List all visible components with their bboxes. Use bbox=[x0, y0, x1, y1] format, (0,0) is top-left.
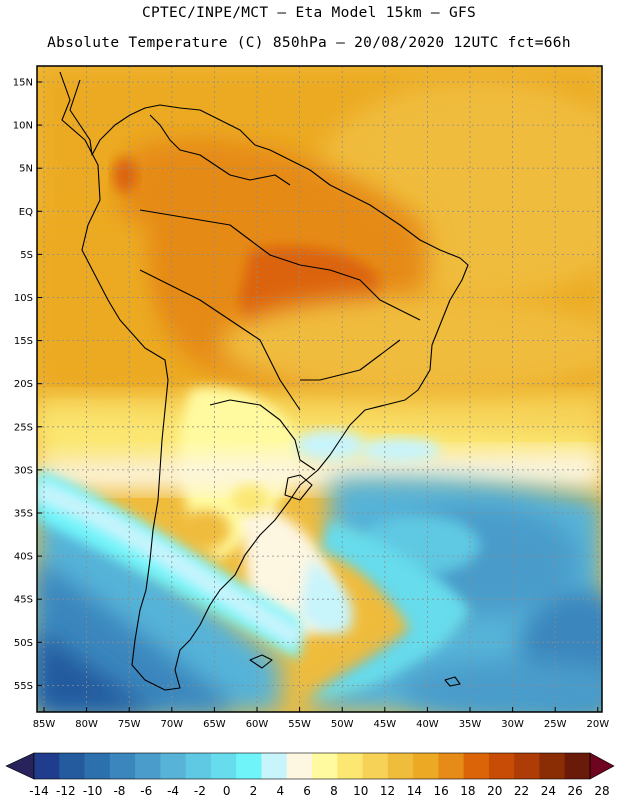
colorbar-tick-label: 16 bbox=[434, 784, 449, 798]
colorbar-tick-label: -10 bbox=[83, 784, 103, 798]
colorbar-swatch bbox=[109, 753, 136, 779]
colorbar-swatch bbox=[463, 753, 490, 779]
colorbar-tick-label: -6 bbox=[140, 784, 152, 798]
map-title-line1: CPTEC/INPE/MCT – Eta Model 15km – GFS bbox=[141, 5, 477, 21]
colorbar bbox=[5, 752, 615, 780]
colorbar-swatch bbox=[564, 753, 591, 779]
colorbar-over-arrow bbox=[589, 752, 615, 780]
colorbar-swatch bbox=[59, 753, 85, 779]
lat-label: 50S bbox=[14, 638, 33, 649]
colorbar-tick-label: -4 bbox=[167, 784, 179, 798]
longitude-axis: 85W 80W 75W 70W 65W 60W 55W 50W 45W 40W 35W 30W 25W 2… bbox=[33, 707, 609, 730]
temperature-field bbox=[37, 66, 602, 712]
lon-label: 20W bbox=[586, 719, 609, 730]
colorbar-swatch bbox=[236, 753, 262, 779]
colorbar-tick-label: 10 bbox=[353, 784, 368, 798]
colorbar-tick-label: -8 bbox=[113, 784, 125, 798]
colorbar-tick-label: 14 bbox=[407, 784, 422, 798]
lat-label: EQ bbox=[19, 207, 33, 218]
lon-label: 40W bbox=[416, 719, 439, 730]
lat-label: 15S bbox=[14, 336, 33, 347]
colorbar-tick-label: 22 bbox=[514, 784, 529, 798]
colorbar-tick-label: 2 bbox=[250, 784, 258, 798]
colorbar-swatch bbox=[84, 753, 111, 779]
colorbar-under-arrow bbox=[5, 752, 35, 780]
lat-label: 15N bbox=[13, 78, 33, 89]
colorbar-swatch bbox=[210, 753, 237, 779]
colorbar-swatch bbox=[413, 753, 439, 779]
colorbar-tick-label: 28 bbox=[594, 784, 609, 798]
colorbar-swatch bbox=[160, 753, 187, 779]
lon-label: 75W bbox=[118, 719, 141, 730]
graticule bbox=[37, 66, 602, 712]
colorbar-tick-label: 6 bbox=[303, 784, 311, 798]
lon-label: 60W bbox=[246, 719, 269, 730]
colorbar-swatch bbox=[387, 753, 414, 779]
lat-label: 5N bbox=[19, 164, 33, 175]
colorbar-swatch bbox=[362, 753, 389, 779]
colorbar-tick-label: 12 bbox=[380, 784, 395, 798]
lat-label: 55S bbox=[14, 681, 33, 692]
lat-label: 35S bbox=[14, 509, 33, 520]
colorbar-tick-label: 8 bbox=[330, 784, 338, 798]
coastlines bbox=[59, 71, 469, 691]
lat-label: 10S bbox=[14, 293, 33, 304]
lat-label: 10N bbox=[13, 121, 33, 132]
colorbar-tick-label: 20 bbox=[487, 784, 502, 798]
colorbar-swatch bbox=[312, 753, 338, 779]
colorbar-tick-label: 24 bbox=[541, 784, 556, 798]
colorbar-tick-label: 26 bbox=[568, 784, 583, 798]
lat-label: 25S bbox=[14, 422, 33, 433]
colorbar-swatch bbox=[438, 753, 465, 779]
lon-label: 80W bbox=[75, 719, 98, 730]
colorbar-tick-label: -2 bbox=[194, 784, 206, 798]
map-frame bbox=[36, 65, 603, 713]
lon-label: 70W bbox=[160, 719, 183, 730]
lon-label: 85W bbox=[33, 719, 56, 730]
lat-label: 30S bbox=[14, 465, 33, 476]
lon-label: 30W bbox=[501, 719, 524, 730]
lon-label: 35W bbox=[459, 719, 482, 730]
colorbar-swatch bbox=[337, 753, 363, 779]
lon-label: 25W bbox=[544, 719, 567, 730]
colorbar-outline bbox=[33, 752, 591, 780]
colorbar-swatch bbox=[34, 753, 60, 779]
colorbar-tick-label: -14 bbox=[29, 784, 49, 798]
colorbar-swatch bbox=[286, 753, 313, 779]
colorbar-swatch bbox=[539, 753, 566, 779]
lat-label: 40S bbox=[14, 552, 33, 563]
colorbar-swatch bbox=[185, 753, 212, 779]
colorbar-swatch bbox=[488, 753, 515, 779]
map-title-line2: Absolute Temperature (C) 850hPa – 20/08/… bbox=[47, 35, 571, 51]
latitude-axis: 15N 10N 5N EQ 5S 10S 15S 20S 25S 30S 35S 40S 45S 50S 5… bbox=[13, 78, 42, 692]
lon-label: 50W bbox=[331, 719, 354, 730]
colorbar-tick-label: 18 bbox=[460, 784, 475, 798]
lat-label: 5S bbox=[20, 250, 33, 261]
lat-label: 20S bbox=[14, 379, 33, 390]
lon-label: 65W bbox=[203, 719, 226, 730]
lon-label: 45W bbox=[373, 719, 396, 730]
colorbar-tick-label: 4 bbox=[276, 784, 284, 798]
lon-label: 55W bbox=[288, 719, 311, 730]
colorbar-swatch bbox=[514, 753, 540, 779]
colorbar-ticks: -14 -12 -10 -8 -6 -4 -2 0 2 4 6 8 10 12 14 16 18 20 22 24 26… bbox=[29, 784, 609, 798]
colorbar-tick-label: 0 bbox=[223, 784, 231, 798]
colorbar-tick-label: -12 bbox=[56, 784, 76, 798]
colorbar-swatch bbox=[261, 753, 288, 779]
colorbar-swatch bbox=[135, 753, 161, 779]
lat-label: 45S bbox=[14, 595, 33, 606]
